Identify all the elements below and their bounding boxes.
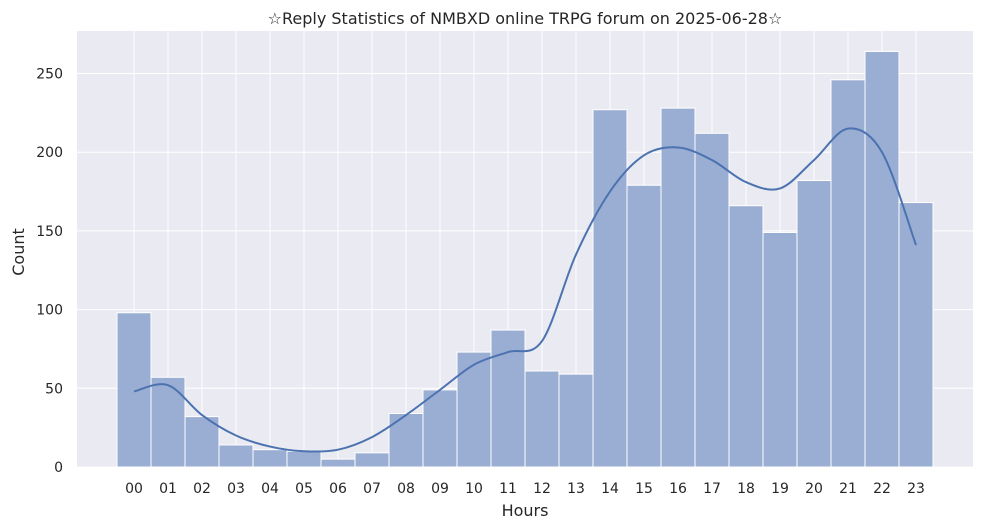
x-tick-label: 11 [499, 481, 517, 497]
x-tick-label: 06 [329, 481, 347, 497]
bar-hour-18 [728, 205, 764, 468]
bars [116, 50, 934, 468]
bar-hour-10 [456, 351, 492, 468]
x-tick-label: 16 [669, 481, 687, 497]
bar-hour-14 [592, 109, 628, 468]
y-tick-label: 0 [54, 460, 63, 476]
y-tick-label: 200 [36, 145, 63, 161]
x-tick-label: 05 [295, 481, 313, 497]
x-tick-label: 23 [907, 481, 925, 497]
chart-title: ☆Reply Statistics of NMBXD online TRPG f… [268, 9, 783, 28]
x-tick-label: 13 [567, 481, 585, 497]
bar-hour-08 [388, 412, 424, 468]
bar-hour-00 [116, 312, 152, 468]
bar-hour-17 [694, 132, 730, 468]
bar-hour-09 [422, 389, 458, 468]
bar-hour-12 [524, 370, 560, 468]
x-tick-label: 04 [261, 481, 279, 497]
bar-hour-16 [660, 107, 696, 468]
y-tick-label: 150 [36, 224, 63, 240]
y-tick-label: 50 [45, 381, 63, 397]
x-tick-label: 19 [771, 481, 789, 497]
y-tick-labels: 0 50 100 150 200 250 [36, 66, 63, 476]
y-tick-label: 250 [36, 66, 63, 82]
x-tick-label: 20 [805, 481, 823, 497]
x-tick-label: 10 [465, 481, 483, 497]
x-tick-label: 17 [703, 481, 721, 497]
bar-hour-02 [184, 416, 220, 468]
x-tick-label: 18 [737, 481, 755, 497]
bar-hour-19 [762, 231, 798, 468]
bar-hour-01 [150, 376, 186, 468]
y-axis-title: Count [9, 228, 28, 276]
x-tick-labels: 00 01 02 03 04 05 06 07 08 09 10 11 12 13 14 15 16 17 18 19… [125, 481, 925, 497]
x-tick-label: 09 [431, 481, 449, 497]
x-tick-label: 08 [397, 481, 415, 497]
bar-hour-23 [898, 202, 934, 468]
bar-hour-07 [354, 452, 390, 468]
kde-curve [133, 127, 917, 453]
x-tick-label: 12 [533, 481, 551, 497]
x-tick-label: 22 [873, 481, 891, 497]
x-tick-label: 21 [839, 481, 857, 497]
bar-hour-22 [864, 50, 900, 468]
x-tick-label: 15 [635, 481, 653, 497]
x-tick-label: 14 [601, 481, 619, 497]
bar-hour-21 [830, 79, 866, 468]
x-tick-label: 00 [125, 481, 143, 497]
bar-hour-03 [218, 444, 254, 468]
bar-hour-15 [626, 184, 662, 468]
x-tick-label: 01 [159, 481, 177, 497]
bar-hour-20 [796, 180, 832, 468]
x-tick-label: 02 [193, 481, 211, 497]
bar-hour-04 [252, 449, 288, 468]
x-axis-title: Hours [502, 501, 549, 520]
bar-hour-06 [320, 458, 356, 468]
bar-hour-05 [286, 450, 322, 468]
x-tick-label: 07 [363, 481, 381, 497]
y-tick-label: 100 [36, 303, 63, 319]
x-tick-label: 03 [227, 481, 245, 497]
bar-hour-13 [558, 373, 594, 468]
